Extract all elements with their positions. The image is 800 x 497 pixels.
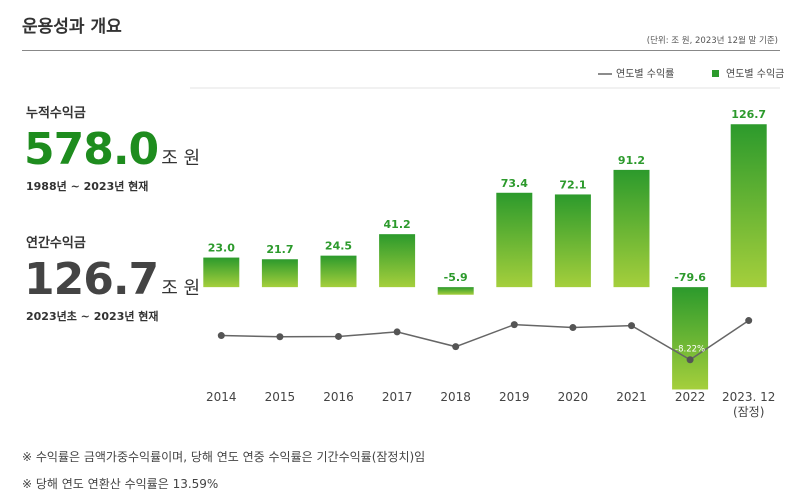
bar-value-label: 23.0	[208, 242, 235, 255]
rate-point	[628, 322, 635, 330]
rate-point	[217, 332, 225, 340]
x-tick-label: 2021	[616, 390, 647, 404]
rate-point	[335, 332, 342, 340]
page-title: 운용성과 개요	[22, 17, 122, 37]
unit-note: (단위: 조 원, 2023년 12월 말 기준)	[646, 36, 778, 46]
rate-label: 4.75%	[325, 321, 352, 331]
x-tick-label: 2014	[206, 390, 237, 404]
rate-point	[452, 343, 460, 351]
x-tick-label: 2015	[264, 390, 296, 404]
x-tick-label: 2016	[323, 390, 354, 404]
stat-row: 126.7 조 원	[24, 254, 200, 305]
bar-value-label: 91.2	[618, 154, 645, 167]
x-tick-label: 2022	[674, 390, 706, 404]
rate-label: 11.31%	[498, 309, 530, 319]
rate-point	[686, 356, 694, 364]
rate-point	[393, 328, 401, 336]
divider	[22, 50, 780, 51]
bar	[261, 259, 298, 288]
rate-label: -8.22%	[675, 344, 705, 354]
note: ※ 당해 연도 연환산 수익률은 13.59%	[22, 477, 219, 491]
bar	[554, 194, 591, 288]
legend-label: 연도별 수익률	[616, 68, 674, 80]
x-tick-label: 2017	[381, 390, 413, 404]
bar-value-label: 73.4	[501, 177, 528, 190]
bar	[203, 257, 240, 288]
x-tick-label: 2020	[557, 390, 589, 404]
stat-value: 578.0	[24, 124, 159, 175]
stat-period: 2023년초 ~ 2023년 현재	[26, 310, 159, 323]
bar	[437, 287, 474, 295]
rate-label: 7.26%	[384, 316, 411, 326]
bar	[496, 192, 533, 288]
stat-period: 1988년 ~ 2023년 현재	[26, 180, 149, 193]
stat-row: 578.0 조 원	[24, 124, 200, 175]
stat-label: 누적수익금	[26, 106, 86, 121]
legend-label: 연도별 수익금	[726, 68, 784, 80]
bar-value-label: 41.2	[384, 218, 411, 231]
rate-line	[221, 319, 750, 361]
bar	[320, 255, 357, 288]
rate-point	[745, 317, 753, 325]
stat-value: 126.7	[24, 254, 159, 305]
bar	[379, 234, 416, 288]
stat-unit: 조 원	[161, 278, 201, 299]
rate-point	[276, 333, 284, 341]
rate-point	[569, 324, 577, 332]
rate-point	[510, 321, 518, 329]
bar-value-label: 72.1	[559, 178, 586, 191]
bar-value-label: 21.7	[266, 243, 293, 256]
bar	[613, 169, 650, 288]
rate-label: 10.77%	[615, 310, 647, 320]
note: ※ 수익률은 금액가중수익률이며, 당해 연도 연중 수익률은 기간수익률(잠정…	[22, 450, 426, 464]
bar-value-label: -5.9	[444, 271, 468, 284]
stat-unit: 조 원	[161, 148, 201, 169]
x-tick-label: 2023. 12 (잠정)	[721, 390, 776, 419]
bar-value-label: -79.6	[674, 271, 706, 284]
rate-label: 13.59%	[732, 305, 764, 315]
x-tick-label: 2018	[440, 390, 471, 404]
bar-value-label: 24.5	[325, 240, 352, 253]
rate-label: 9.70%	[559, 312, 586, 322]
rate-label: -0.92%	[441, 331, 471, 341]
rate-label: 5.25%	[208, 320, 235, 330]
bar	[730, 124, 767, 288]
legend-swatch	[712, 70, 719, 77]
x-tick-label: 2019	[499, 390, 530, 404]
bar-value-label: 126.7	[731, 108, 766, 121]
rate-label: 4.57%	[266, 321, 293, 331]
bar	[672, 287, 709, 390]
stat-label: 연간수익금	[26, 236, 86, 251]
